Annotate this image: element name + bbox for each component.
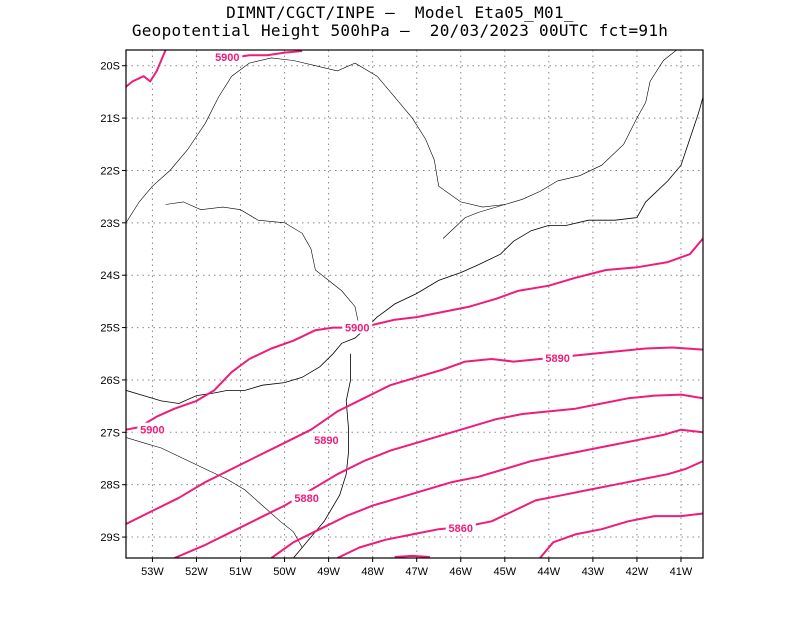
lat-lon-grid: [126, 50, 703, 558]
state-border: [126, 437, 303, 548]
latitude-axis: 20S 21S 22S 23S 24S 25S 26S 27S 28S 29S: [100, 61, 126, 544]
x-tick-label: 48W: [361, 566, 384, 578]
contour-line-5850: [394, 554, 430, 558]
y-tick-label: 27S: [100, 427, 120, 439]
contour-label-layer: 5900 5900 5890 5900 5890 5880 5860: [137, 49, 573, 535]
contour-layer: [126, 50, 703, 558]
x-tick-label: 52W: [185, 566, 208, 578]
contour-label-bg: [311, 433, 342, 447]
y-tick-label: 24S: [100, 270, 120, 282]
y-tick-label: 29S: [100, 532, 120, 544]
contour-line-5860: [336, 460, 703, 558]
x-tick-label: 42W: [626, 566, 649, 578]
y-tick-label: 20S: [100, 61, 120, 73]
contour-line-5870: [270, 428, 703, 558]
y-tick-label: 28S: [100, 480, 120, 492]
x-tick-label: 49W: [317, 566, 340, 578]
title-line-1: DIMNT/CGCT/INPE – Model Eta05_M01_: [226, 3, 574, 22]
y-tick-label: 26S: [100, 375, 120, 387]
contour-label: 5900: [345, 323, 369, 335]
contour-label-bg: [212, 49, 243, 63]
contour-label: 5900: [215, 52, 239, 64]
contour-label: 5880: [294, 493, 318, 505]
x-tick-label: 53W: [141, 566, 164, 578]
contour-label: 5890: [314, 435, 338, 447]
contour-label: 5890: [545, 353, 569, 365]
contour-line-5900: [126, 237, 703, 431]
geography-layer: [126, 50, 703, 558]
x-tick-label: 47W: [405, 566, 428, 578]
contour-line-5900: [126, 50, 167, 88]
y-tick-label: 21S: [100, 113, 120, 125]
state-border: [126, 50, 677, 223]
map-frame: [125, 49, 704, 559]
y-tick-label: 23S: [100, 218, 120, 230]
contour-label: 5900: [140, 425, 164, 437]
contour-label-bg: [137, 422, 168, 436]
contour-label-bg: [445, 521, 476, 535]
state-border: [165, 201, 360, 328]
contour-line-5890: [126, 346, 703, 525]
y-tick-label: 25S: [100, 323, 120, 335]
x-tick-label: 45W: [493, 566, 516, 578]
x-tick-label: 43W: [582, 566, 605, 578]
longitude-axis: 53W 52W 51W 50W 49W 48W 47W 46W 45W 44W 43W 42W 41W: [141, 558, 693, 578]
contour-line-5850: [539, 512, 703, 558]
contour-line-5880: [174, 393, 703, 558]
contour-label: 5860: [449, 523, 473, 535]
x-tick-label: 50W: [273, 566, 296, 578]
coastline: [126, 96, 703, 404]
x-tick-label: 44W: [538, 566, 561, 578]
contour-label-bg: [542, 350, 573, 364]
x-tick-label: 41W: [670, 566, 693, 578]
title-line-2: Geopotential Height 500hPa – 20/03/2023 …: [131, 21, 669, 40]
state-border: [442, 204, 505, 239]
x-tick-label: 51W: [229, 566, 252, 578]
x-tick-label: 46W: [449, 566, 472, 578]
contour-label-bg: [291, 490, 322, 504]
contour-label-bg: [342, 320, 373, 334]
plot-title: DIMNT/CGCT/INPE – Model Eta05_M01_ Geopo…: [0, 4, 800, 40]
y-tick-label: 22S: [100, 165, 120, 177]
